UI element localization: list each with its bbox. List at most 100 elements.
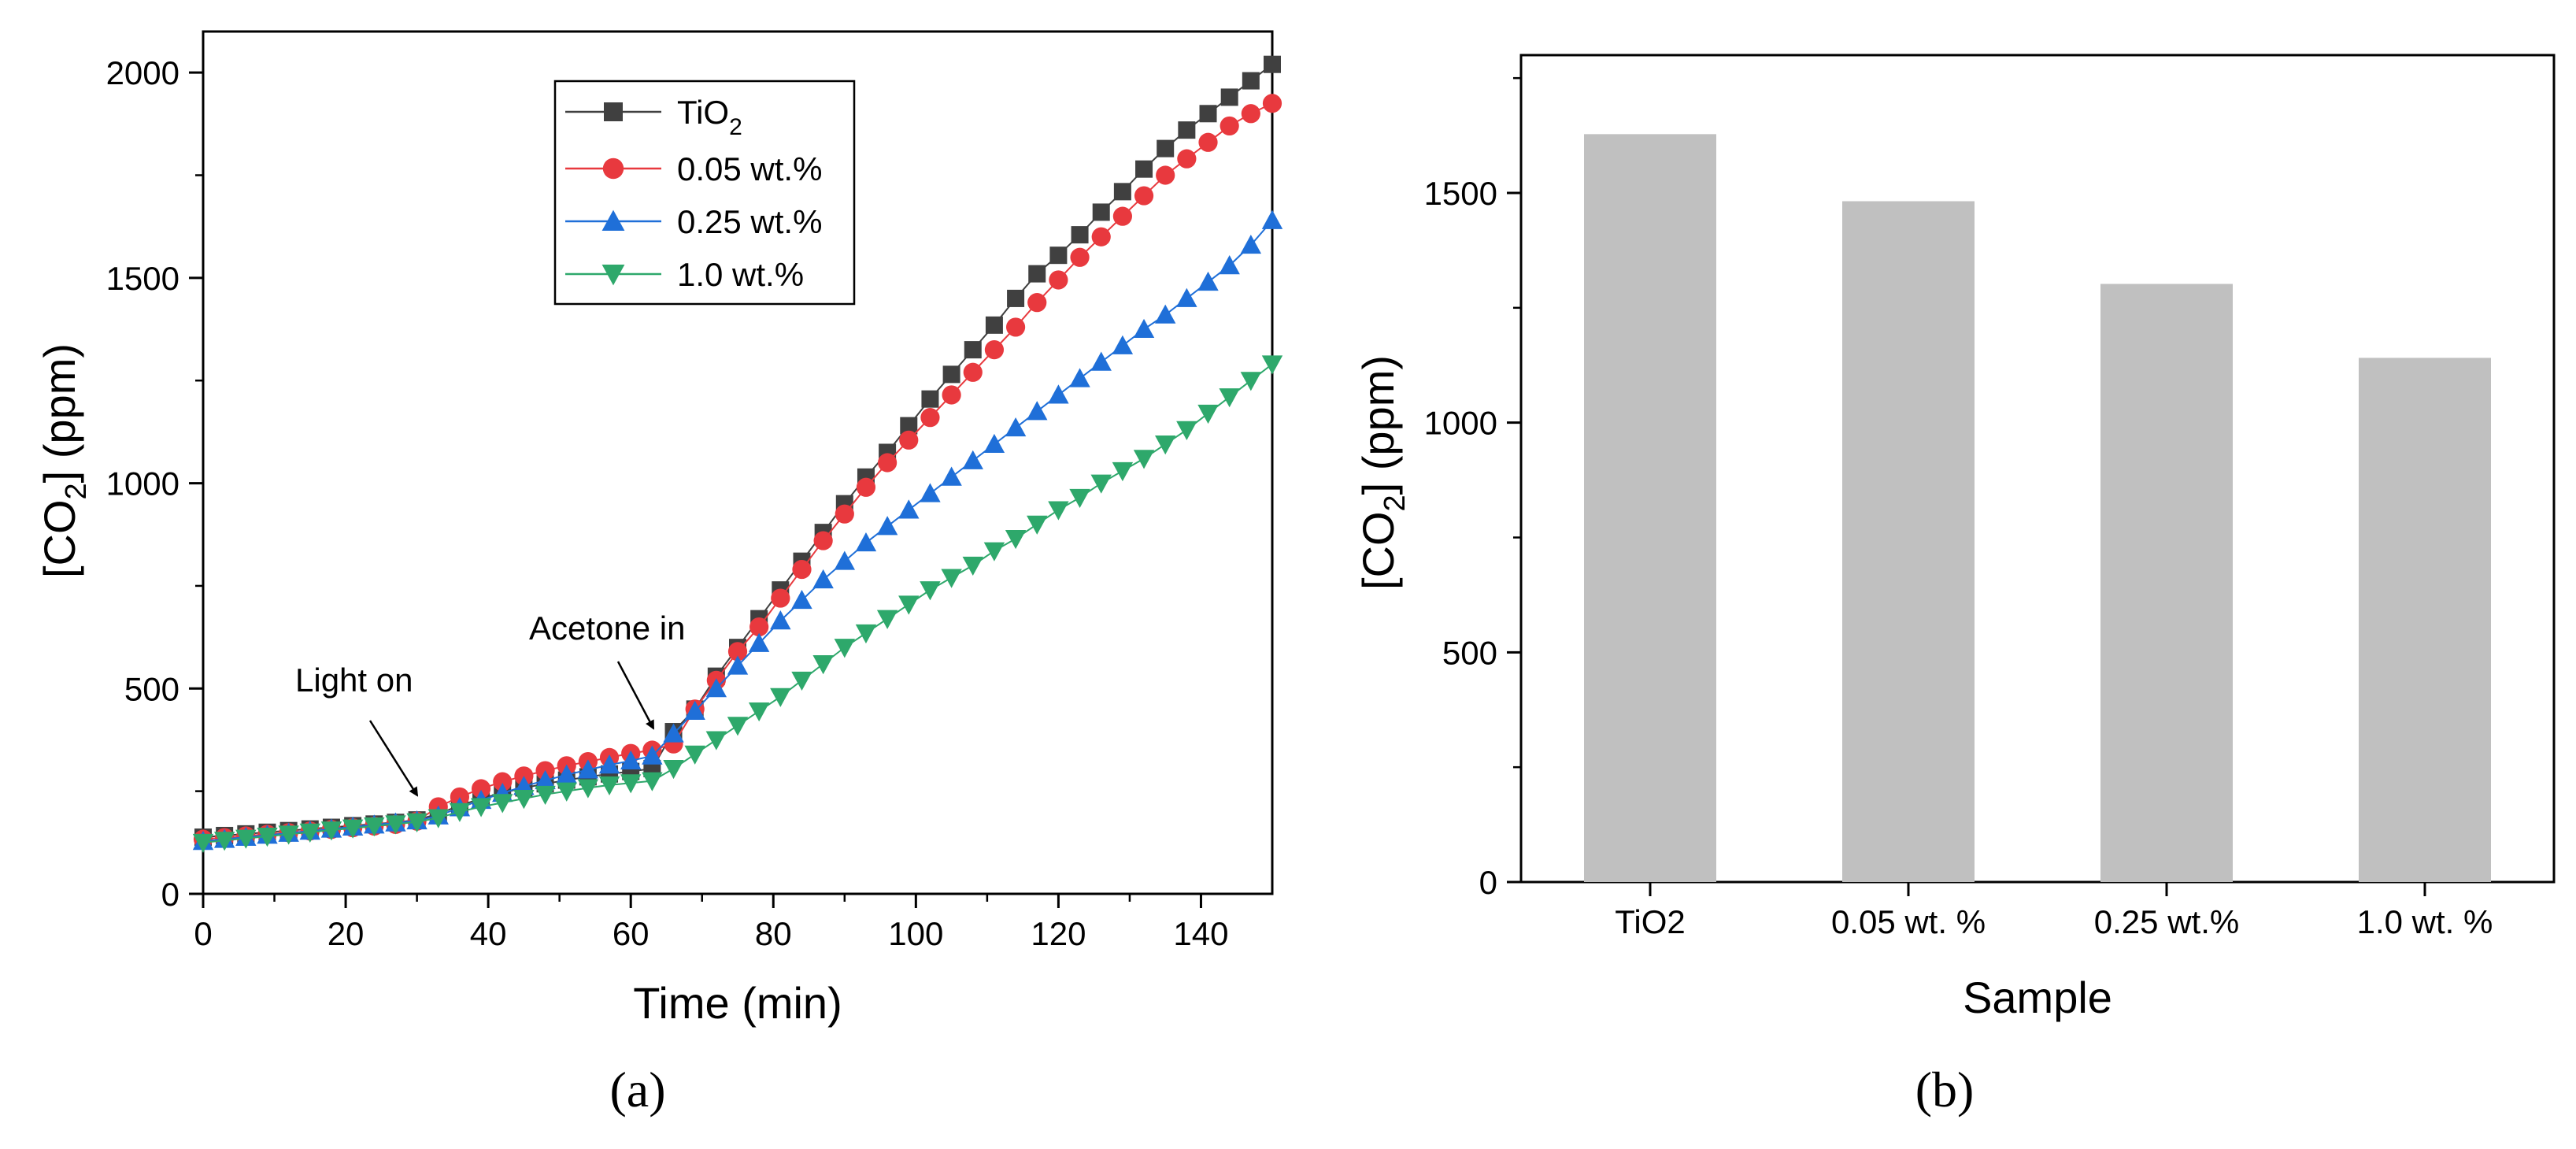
data-point bbox=[1219, 388, 1240, 408]
data-point bbox=[856, 477, 876, 497]
data-point bbox=[705, 678, 727, 698]
data-point bbox=[898, 499, 920, 519]
data-point bbox=[663, 723, 684, 743]
data-point bbox=[1220, 88, 1238, 106]
data-point bbox=[812, 655, 834, 675]
data-point bbox=[1241, 104, 1260, 124]
data-point bbox=[1070, 247, 1090, 267]
data-point bbox=[1135, 160, 1153, 178]
data-point bbox=[577, 779, 599, 799]
data-point bbox=[792, 559, 812, 580]
y-tick-label: 500 bbox=[124, 670, 180, 707]
x-tick-label: 80 bbox=[755, 915, 792, 952]
y-tick-label: 500 bbox=[1442, 634, 1497, 671]
legend-label-005: 0.05 wt.% bbox=[677, 150, 822, 187]
legend-label-025: 0.25 wt.% bbox=[677, 203, 822, 240]
data-point bbox=[1049, 246, 1068, 265]
data-point bbox=[684, 745, 705, 765]
data-point bbox=[1261, 355, 1283, 375]
data-point bbox=[900, 417, 918, 435]
data-point bbox=[855, 532, 877, 552]
data-point bbox=[749, 617, 769, 637]
data-point bbox=[835, 504, 854, 524]
data-point bbox=[406, 813, 427, 832]
x-tick-label: 40 bbox=[470, 915, 507, 952]
panel-b: 0 500 1000 1500 TiO2 0.05 wt. % 0.25 wt.% 1.0 w… bbox=[1353, 54, 2556, 1117]
y-tick-label: 1500 bbox=[106, 260, 180, 297]
data-point bbox=[257, 828, 278, 847]
legend-marker bbox=[601, 209, 625, 231]
data-point bbox=[1240, 234, 1262, 254]
x-tick-label: 140 bbox=[1173, 915, 1228, 952]
data-point bbox=[1069, 488, 1090, 509]
y-tick-label: 1000 bbox=[106, 465, 180, 502]
data-point bbox=[770, 610, 791, 630]
legend-marker bbox=[604, 102, 623, 121]
data-point bbox=[770, 688, 791, 707]
data-point bbox=[556, 782, 577, 802]
data-point bbox=[427, 809, 449, 828]
series-line bbox=[202, 363, 1273, 843]
data-point bbox=[1156, 165, 1175, 185]
x-tick-label: 0.05 wt. % bbox=[1831, 903, 1986, 940]
panel-b-plot-frame bbox=[1519, 54, 2556, 884]
data-point bbox=[941, 466, 962, 486]
data-point bbox=[1197, 271, 1219, 291]
data-point bbox=[834, 639, 855, 658]
data-point bbox=[1199, 105, 1217, 123]
data-point bbox=[1005, 317, 1026, 337]
data-point bbox=[192, 833, 214, 854]
bar bbox=[1584, 134, 1716, 883]
data-point bbox=[1092, 203, 1110, 221]
annotation-acetone-in: Acetone in bbox=[529, 610, 685, 647]
y-tick-label: 1500 bbox=[1424, 175, 1497, 212]
series-line bbox=[202, 220, 1273, 843]
data-point bbox=[385, 815, 406, 835]
panel-b-bars bbox=[1584, 134, 2491, 883]
y-tick-label: 1000 bbox=[1424, 405, 1497, 442]
data-point bbox=[598, 776, 620, 796]
data-point bbox=[471, 779, 491, 799]
data-point bbox=[1069, 368, 1090, 387]
data-point bbox=[1005, 417, 1027, 437]
data-point bbox=[898, 595, 920, 615]
data-point bbox=[663, 759, 684, 780]
data-point bbox=[876, 516, 898, 536]
data-point bbox=[1220, 116, 1239, 136]
data-point bbox=[1028, 265, 1046, 283]
data-point bbox=[1178, 121, 1196, 139]
data-point bbox=[1027, 401, 1048, 421]
data-point bbox=[1133, 450, 1155, 469]
data-point bbox=[556, 764, 577, 784]
data-point bbox=[1176, 287, 1197, 307]
legend-marker bbox=[602, 158, 624, 180]
data-point bbox=[1112, 461, 1134, 482]
data-point bbox=[642, 772, 663, 791]
bar bbox=[1842, 201, 1975, 882]
x-tick-label: 120 bbox=[1031, 915, 1086, 952]
panel-a-annotations: Light on Acetone in bbox=[295, 610, 685, 797]
annotation-light-on: Light on bbox=[295, 662, 413, 699]
data-point bbox=[1027, 293, 1047, 313]
y-tick-label: 2000 bbox=[106, 54, 180, 91]
data-point bbox=[598, 754, 620, 774]
data-point bbox=[1048, 501, 1069, 521]
panel-a-ticks: 0 20 40 60 80 100 120 140 0 500 1000 1500 2000 bbox=[106, 54, 1229, 952]
data-point bbox=[962, 450, 983, 469]
data-point bbox=[812, 569, 834, 589]
data-point bbox=[983, 433, 1005, 454]
data-point bbox=[921, 390, 939, 408]
data-point bbox=[1155, 304, 1176, 324]
data-point bbox=[920, 408, 940, 428]
data-point bbox=[985, 316, 1003, 334]
data-point bbox=[1071, 226, 1089, 244]
bar bbox=[2100, 284, 2233, 882]
data-point bbox=[1261, 209, 1283, 229]
data-point bbox=[492, 794, 513, 814]
data-point bbox=[1048, 384, 1069, 404]
data-point bbox=[1049, 270, 1068, 290]
panel-a-ylabel: [CO2] (ppm) bbox=[35, 343, 93, 578]
data-point bbox=[1112, 335, 1134, 354]
x-tick-label: 1.0 wt. % bbox=[2357, 903, 2493, 940]
